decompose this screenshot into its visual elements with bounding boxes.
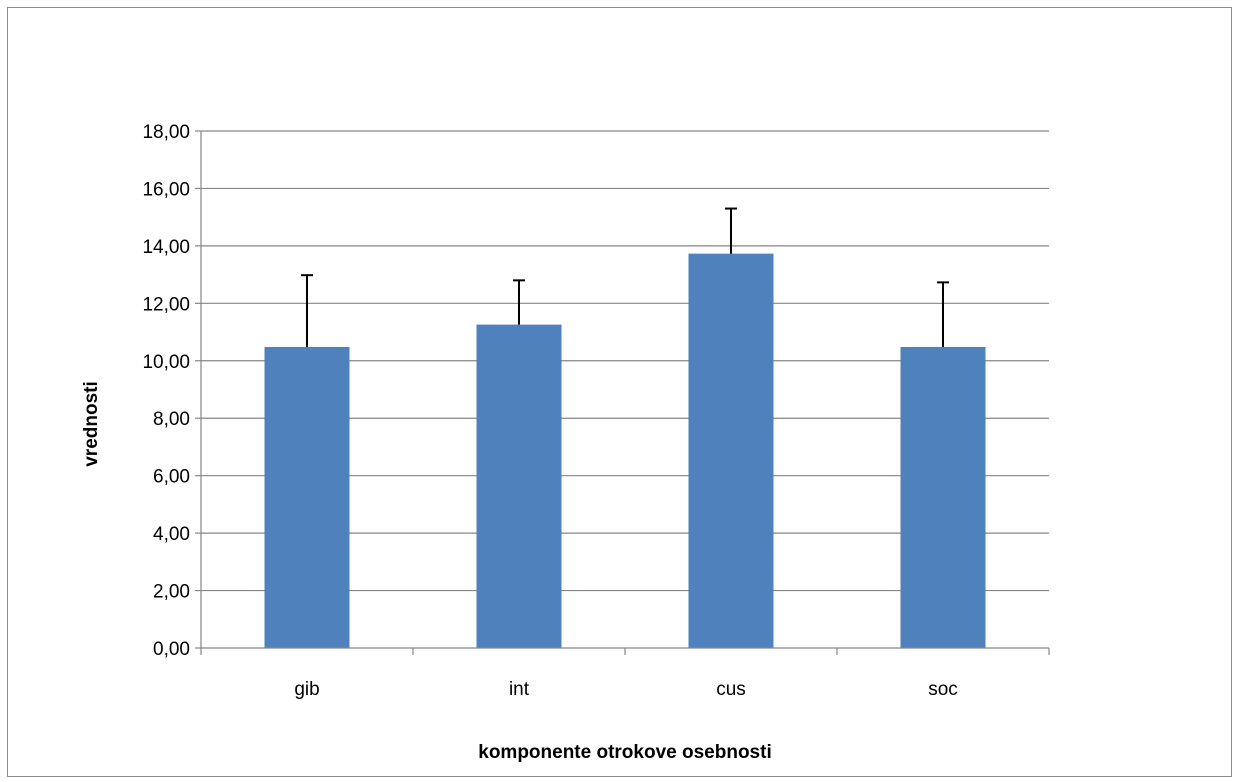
y-tick-label: 10,00 bbox=[142, 352, 190, 373]
x-tick-label: cus bbox=[716, 679, 746, 700]
x-axis-title: komponente otrokove osebnosti bbox=[478, 742, 771, 763]
y-tick-label: 0,00 bbox=[153, 639, 190, 660]
y-tick-label: 12,00 bbox=[142, 294, 190, 315]
y-tick-label: 14,00 bbox=[142, 237, 190, 258]
y-tick-label: 2,00 bbox=[153, 582, 190, 603]
bar-cus bbox=[688, 253, 774, 648]
y-axis-title: vrednosti bbox=[81, 381, 102, 467]
x-tick-label: int bbox=[509, 679, 530, 700]
y-tick-label: 8,00 bbox=[153, 409, 190, 430]
x-tick-label: soc bbox=[928, 679, 958, 700]
bar-gib bbox=[264, 346, 350, 648]
bar-soc bbox=[900, 346, 986, 648]
tick-labels: 0,00 2,00 4,00 6,00 8,00 10,00 12,00 14,00 16,00… bbox=[142, 122, 957, 700]
y-tick-label: 6,00 bbox=[153, 467, 190, 488]
error-bars bbox=[301, 207, 949, 347]
y-tick-label: 18,00 bbox=[142, 122, 190, 143]
bars bbox=[264, 253, 986, 648]
y-tick-label: 4,00 bbox=[153, 524, 190, 545]
y-tick-label: 16,00 bbox=[142, 179, 190, 200]
x-tick-label: gib bbox=[294, 679, 319, 700]
chart-frame bbox=[7, 7, 1232, 777]
axes bbox=[195, 130, 1050, 655]
bar-int bbox=[476, 324, 562, 648]
